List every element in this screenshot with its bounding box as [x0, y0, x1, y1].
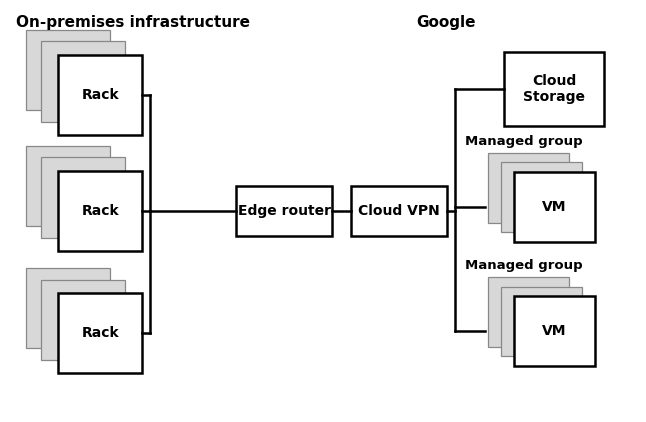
- Bar: [514, 296, 595, 366]
- Text: Rack: Rack: [81, 326, 119, 341]
- Text: VM: VM: [542, 324, 567, 338]
- Bar: [58, 171, 142, 251]
- Text: Edge router: Edge router: [238, 204, 331, 218]
- Text: Rack: Rack: [81, 204, 119, 218]
- Bar: [488, 153, 568, 222]
- Bar: [501, 287, 581, 356]
- Bar: [351, 186, 447, 236]
- Bar: [58, 55, 142, 135]
- Bar: [41, 280, 125, 360]
- Bar: [41, 157, 125, 238]
- Bar: [26, 146, 110, 226]
- Text: Google: Google: [417, 15, 476, 30]
- Text: Cloud VPN: Cloud VPN: [359, 204, 440, 218]
- Bar: [26, 30, 110, 110]
- Text: On-premises infrastructure: On-premises infrastructure: [16, 15, 250, 30]
- Bar: [41, 41, 125, 122]
- Text: Rack: Rack: [81, 88, 119, 102]
- Bar: [488, 278, 568, 347]
- Bar: [58, 293, 142, 373]
- Text: VM: VM: [542, 200, 567, 214]
- Text: Cloud
Storage: Cloud Storage: [523, 73, 585, 104]
- Bar: [504, 52, 605, 126]
- Bar: [26, 268, 110, 348]
- Text: Managed group: Managed group: [465, 135, 583, 148]
- Bar: [514, 172, 595, 241]
- Text: Managed group: Managed group: [465, 259, 583, 272]
- Bar: [236, 186, 332, 236]
- Bar: [501, 162, 581, 232]
